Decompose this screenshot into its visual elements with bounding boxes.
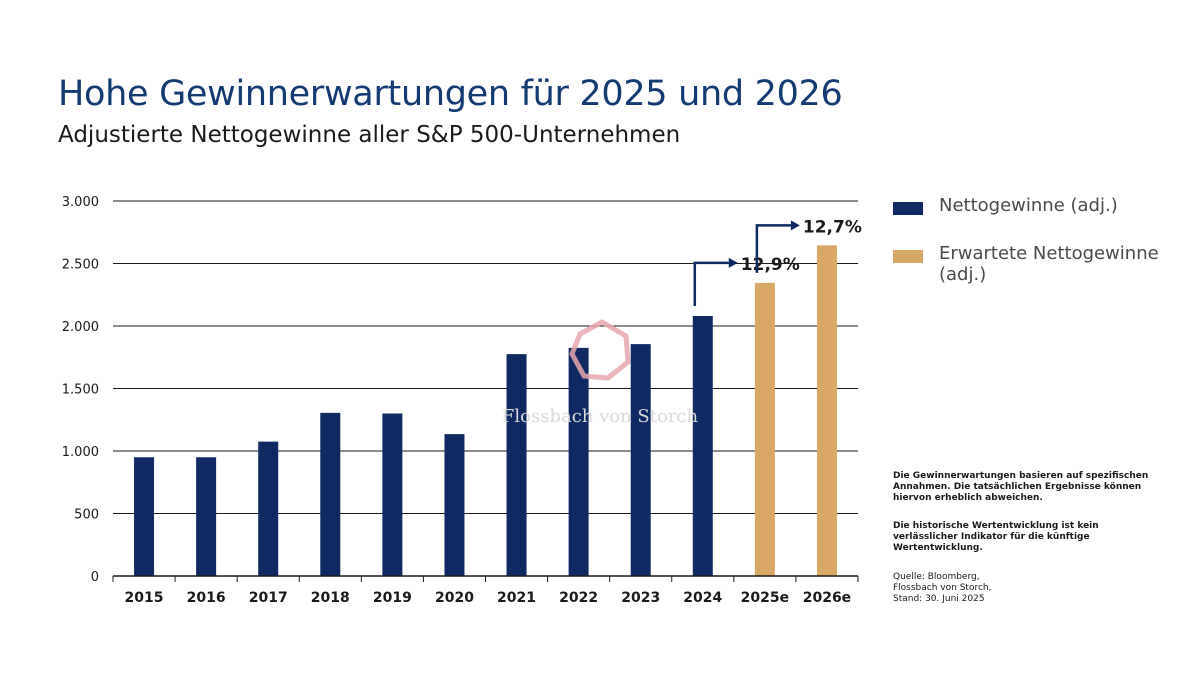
bar-2026e: [816, 245, 837, 576]
growth-arrow-head: [790, 220, 800, 231]
bar-2021: [506, 354, 527, 576]
x-tick-label: 2015: [125, 590, 164, 606]
x-tick-label: 2019: [373, 590, 412, 606]
growth-arrow-head: [728, 257, 738, 268]
growth-label: 12,7%: [803, 217, 862, 237]
source-note: Quelle: Bloomberg, Flossbach von Storch,…: [893, 572, 992, 604]
x-tick-label: 2022: [559, 590, 598, 606]
x-tick-label: 2017: [249, 590, 288, 606]
bar-chart: 0 500 1.000 1.500 2.000 2.500 3.000 2015 2016 201…: [62, 195, 862, 606]
y-tick-label: 2.000: [62, 320, 99, 335]
x-tick-label: 2020: [435, 590, 474, 606]
y-tick-label: 0: [91, 570, 99, 585]
legend-label: Nettogewinne (adj.): [939, 195, 1118, 216]
bar-2015: [134, 457, 155, 576]
legend-swatch-navy: [893, 202, 923, 215]
x-tick-label: 2025e: [741, 590, 789, 606]
bar-2025e: [754, 282, 775, 576]
legend-swatch-gold: [893, 250, 923, 263]
growth-label: 12,9%: [741, 255, 800, 275]
x-tick-label: 2024: [683, 590, 722, 606]
bar-2019: [382, 413, 403, 576]
y-tick-label: 500: [74, 508, 99, 523]
chart-subtitle: Adjustierte Nettogewinne aller S&P 500-U…: [58, 122, 681, 148]
chart-title: Hohe Gewinnerwartungen für 2025 und 2026: [58, 74, 843, 114]
bar-2022: [568, 347, 589, 576]
bar-2016: [196, 457, 217, 576]
y-tick-label: 1.500: [62, 383, 99, 398]
bar-2017: [258, 441, 279, 576]
x-tick-label: 2016: [187, 590, 226, 606]
x-tick-label: 2021: [497, 590, 536, 606]
growth-arrow-line: [755, 224, 791, 273]
bar-2018: [320, 412, 341, 576]
y-tick-label: 2.500: [62, 258, 99, 273]
growth-arrow-line: [693, 261, 729, 306]
bar-2020: [444, 434, 465, 576]
y-tick-label: 1.000: [62, 445, 99, 460]
x-tick-label: 2023: [621, 590, 660, 606]
bar-2024: [692, 316, 713, 576]
x-tick-label: 2018: [311, 590, 350, 606]
x-tick-label: 2026e: [803, 590, 851, 606]
bar-2023: [630, 344, 651, 576]
y-tick-label: 3.000: [62, 195, 99, 210]
history-note: Die historische Wertentwicklung ist kein…: [893, 521, 1099, 553]
legend-label: Erwartete Nettogewinne (adj.): [939, 243, 1159, 285]
disclaimer-note: Die Gewinnerwartungen basieren auf spezi…: [893, 471, 1149, 503]
